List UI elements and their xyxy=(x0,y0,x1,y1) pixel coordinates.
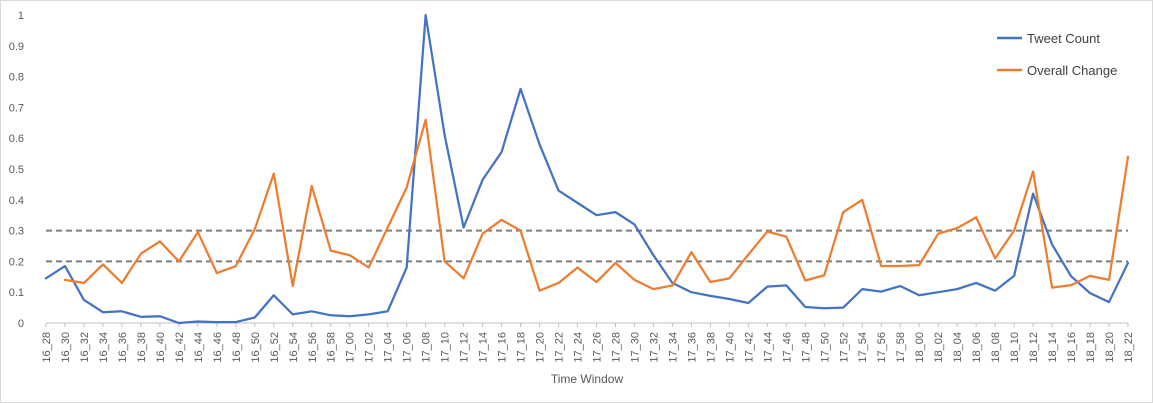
x-tick-label: 17_10 xyxy=(440,332,452,363)
x-tick-label: 16_38 xyxy=(136,332,148,363)
legend-label-tweet-count: Tweet Count xyxy=(1027,31,1100,46)
x-tick-label: 17_56 xyxy=(876,332,888,363)
x-tick-label: 17_04 xyxy=(383,332,395,363)
x-tick-label: 17_50 xyxy=(819,332,831,363)
x-tick-label: 17_16 xyxy=(497,332,509,363)
x-tick-label: 17_34 xyxy=(667,332,679,363)
x-tick-label: 17_00 xyxy=(345,332,357,363)
x-tick-label: 17_24 xyxy=(573,332,585,363)
x-tick-label: 17_14 xyxy=(478,332,490,363)
x-tick-label: 17_30 xyxy=(629,332,641,363)
y-tick-label: 0.6 xyxy=(9,133,24,145)
y-tick-label: 0.1 xyxy=(9,287,24,299)
x-tick-label: 17_08 xyxy=(421,332,433,363)
x-tick-label: 16_56 xyxy=(307,332,319,363)
x-tick-label: 17_46 xyxy=(781,332,793,363)
y-tick-label: 0 xyxy=(18,318,24,330)
x-tick-label: 17_36 xyxy=(686,332,698,363)
x-tick-label: 16_52 xyxy=(269,332,281,363)
x-tick-label: 16_58 xyxy=(326,332,338,363)
x-tick-label: 16_28 xyxy=(41,332,53,363)
x-tick-label: 17_26 xyxy=(591,332,603,363)
y-tick-label: 1 xyxy=(18,10,24,22)
x-tick-label: 16_30 xyxy=(60,332,72,363)
x-tick-label: 18_06 xyxy=(971,332,983,363)
x-tick-label: 17_18 xyxy=(516,332,528,363)
y-tick-label: 0.2 xyxy=(9,256,24,268)
x-tick-label: 18_02 xyxy=(933,332,945,363)
x-tick-label: 17_02 xyxy=(364,332,376,363)
legend-label-overall-change: Overall Change xyxy=(1027,63,1117,78)
x-tick-label: 17_28 xyxy=(610,332,622,363)
x-tick-label: 17_38 xyxy=(705,332,717,363)
x-tick-label: 16_36 xyxy=(117,332,129,363)
x-tick-label: 17_32 xyxy=(648,332,660,363)
x-tick-label: 18_16 xyxy=(1066,332,1078,363)
x-tick-label: 18_20 xyxy=(1104,332,1116,363)
series-group xyxy=(44,13,1130,325)
x-tick-label: 18_14 xyxy=(1047,332,1059,363)
x-tick-label: 16_50 xyxy=(250,332,262,363)
x-tick-label: 16_46 xyxy=(212,332,224,363)
x-tick-label: 16_34 xyxy=(98,332,110,363)
x-tick-label: 17_40 xyxy=(724,332,736,363)
x-tick-label: 18_12 xyxy=(1028,332,1040,363)
x-tick-label: 18_08 xyxy=(990,332,1002,363)
x-tick-label: 17_58 xyxy=(895,332,907,363)
x-axis-title: Time Window xyxy=(551,372,624,386)
x-tick-label: 17_52 xyxy=(838,332,850,363)
legend: Tweet Count Overall Change xyxy=(997,31,1117,78)
x-tick-label: 18_18 xyxy=(1085,332,1097,363)
x-tick-label: 16_48 xyxy=(231,332,243,363)
x-tick-label: 18_04 xyxy=(952,332,964,363)
y-tick-label: 0.8 xyxy=(9,72,24,84)
x-tick-label: 16_40 xyxy=(155,332,167,363)
x-tick-label: 17_54 xyxy=(857,332,869,363)
x-tick-label: 18_22 xyxy=(1123,332,1135,363)
x-tick-label: 16_54 xyxy=(288,332,300,363)
x-tick-label: 17_42 xyxy=(743,332,755,363)
x-tick-label: 17_06 xyxy=(402,332,414,363)
x-axis: 16_28 16_30 16_32 16_34 16_36 16_38 16_40 16_42… xyxy=(41,323,1135,363)
series-line-tweet-count xyxy=(44,13,1130,325)
x-tick-label: 17_20 xyxy=(535,332,547,363)
x-tick-label: 18_10 xyxy=(1009,332,1021,363)
y-tick-label: 0.3 xyxy=(9,226,24,238)
y-tick-label: 0.5 xyxy=(9,164,24,176)
y-tick-label: 0.7 xyxy=(9,102,24,114)
y-tick-label: 0.4 xyxy=(9,195,24,207)
x-tick-label: 17_22 xyxy=(554,332,566,363)
x-tick-label: 17_12 xyxy=(459,332,471,363)
x-tick-label: 16_42 xyxy=(174,332,186,363)
x-tick-label: 16_32 xyxy=(79,332,91,363)
x-tick-label: 16_44 xyxy=(193,332,205,363)
y-tick-label: 0.9 xyxy=(9,41,24,53)
x-tick-label: 18_00 xyxy=(914,332,926,363)
series-line-overall-change xyxy=(63,118,1130,292)
x-tick-label: 17_48 xyxy=(800,332,812,363)
y-axis: 0 0.1 0.2 0.3 0.4 0.5 0.6 0.7 0.8 0.9 1 xyxy=(9,10,24,330)
x-tick-label: 17_44 xyxy=(762,332,774,363)
